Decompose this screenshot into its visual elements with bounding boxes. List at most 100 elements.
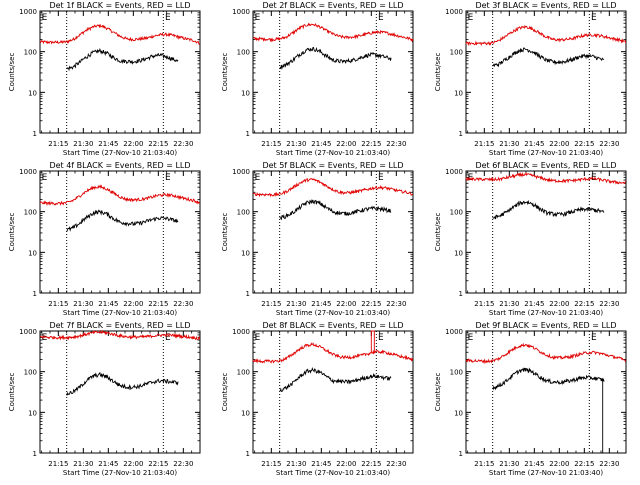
y-tick-label: 10 <box>28 409 37 417</box>
x-axis-label: Start Time (27-Nov-10 21:03:40) <box>276 309 390 317</box>
y-tick-label: 100 <box>237 49 250 57</box>
x-tick-label: 22:30 <box>173 460 193 468</box>
x-tick-label: 22:00 <box>549 300 569 308</box>
y-axis-label: Counts/sec <box>221 213 229 252</box>
x-tick-label: 21:45 <box>98 460 118 468</box>
x-tick-label: 22:00 <box>336 460 356 468</box>
x-tick-label: 21:15 <box>261 140 281 148</box>
x-tick-label: 21:15 <box>48 300 68 308</box>
x-tick-label: 22:15 <box>361 460 381 468</box>
y-axis-label: Counts/sec <box>221 373 229 412</box>
time-marker-label: E <box>378 173 384 183</box>
detector-panel-7: Det 7f BLACK = Events, RED = LLD 1 10 100 10… <box>8 321 201 477</box>
x-axis-label: Start Time (27-Nov-10 21:03:40) <box>63 309 177 317</box>
x-tick-label: 22:30 <box>599 460 619 468</box>
time-marker-label: E <box>255 173 261 183</box>
y-tick-label: 10 <box>28 89 37 97</box>
x-tick-label: 21:15 <box>261 300 281 308</box>
time-marker-label: E <box>42 173 48 183</box>
time-marker-label: E <box>468 333 474 343</box>
y-axis-label: Counts/sec <box>8 373 16 412</box>
time-marker-label: E <box>42 13 48 23</box>
panel-title: Det 6f BLACK = Events, RED = LLD <box>475 161 616 170</box>
x-tick-label: 22:00 <box>549 460 569 468</box>
x-tick-label: 21:30 <box>499 140 519 148</box>
events-rate-line <box>279 366 392 392</box>
x-tick-label: 21:15 <box>474 140 494 148</box>
y-axis-label: Counts/sec <box>434 53 442 92</box>
x-tick-label: 22:00 <box>336 140 356 148</box>
x-axis-label: Start Time (27-Nov-10 21:03:40) <box>489 309 603 317</box>
x-tick-label: 22:30 <box>599 140 619 148</box>
detector-panel-1: Det 1f BLACK = Events, RED = LLD 1 10 100 10… <box>8 1 201 157</box>
time-marker-label: E <box>165 13 171 23</box>
lld-rate-line <box>465 342 627 365</box>
x-tick-label: 21:45 <box>311 140 331 148</box>
y-tick-label: 100 <box>24 369 37 377</box>
x-tick-label: 21:30 <box>73 300 93 308</box>
x-tick-label: 22:00 <box>336 300 356 308</box>
y-tick-label: 1000 <box>445 328 463 336</box>
plot-frame <box>465 10 627 134</box>
events-rate-line <box>66 209 179 232</box>
events-rate-line <box>279 198 392 221</box>
y-axis-label: Counts/sec <box>434 213 442 252</box>
y-tick-label: 1 <box>33 450 37 458</box>
y-tick-label: 1000 <box>19 328 37 336</box>
x-tick-label: 21:30 <box>286 460 306 468</box>
events-rate-line <box>492 47 605 68</box>
lld-rate-line <box>465 24 627 47</box>
y-tick-label: 10 <box>454 89 463 97</box>
plot-frame <box>39 10 201 134</box>
lld-rate-line <box>39 184 201 207</box>
x-tick-label: 21:45 <box>524 460 544 468</box>
plot-frame <box>252 10 414 134</box>
x-tick-label: 22:15 <box>148 300 168 308</box>
y-tick-label: 1000 <box>19 8 37 16</box>
y-tick-label: 10 <box>241 409 250 417</box>
x-tick-label: 22:15 <box>148 460 168 468</box>
x-tick-label: 22:15 <box>361 300 381 308</box>
x-tick-label: 22:30 <box>173 300 193 308</box>
y-tick-label: 1 <box>246 450 250 458</box>
x-tick-label: 21:45 <box>98 300 118 308</box>
x-tick-label: 21:30 <box>73 140 93 148</box>
x-tick-label: 21:45 <box>524 140 544 148</box>
time-marker-label: E <box>591 173 597 183</box>
x-axis-label: Start Time (27-Nov-10 21:03:40) <box>276 469 390 477</box>
y-tick-label: 1 <box>459 450 463 458</box>
y-tick-label: 100 <box>24 209 37 217</box>
detector-panel-5: Det 5f BLACK = Events, RED = LLD 1 10 100 10… <box>221 161 414 317</box>
y-tick-label: 10 <box>28 249 37 257</box>
detector-panel-4: Det 4f BLACK = Events, RED = LLD 1 10 100 10… <box>8 161 201 317</box>
x-tick-label: 21:30 <box>286 300 306 308</box>
lld-rate-line <box>252 177 413 198</box>
y-tick-label: 1000 <box>19 168 37 176</box>
x-tick-label: 21:45 <box>311 460 331 468</box>
panel-title: Det 5f BLACK = Events, RED = LLD <box>262 161 403 170</box>
x-tick-label: 21:45 <box>311 300 331 308</box>
x-tick-label: 21:15 <box>48 460 68 468</box>
detector-panel-9: Det 9f BLACK = Events, RED = LLD 1 10 100 10… <box>434 321 627 477</box>
time-marker-label: E <box>255 13 261 23</box>
x-tick-label: 21:45 <box>524 300 544 308</box>
x-tick-label: 21:30 <box>73 460 93 468</box>
x-tick-label: 22:00 <box>123 300 143 308</box>
y-tick-label: 10 <box>454 409 463 417</box>
x-tick-label: 22:15 <box>574 300 594 308</box>
plot-frame <box>39 330 201 454</box>
x-tick-label: 21:15 <box>474 300 494 308</box>
time-marker-label: E <box>165 173 171 183</box>
y-tick-label: 1000 <box>445 168 463 176</box>
x-tick-label: 21:15 <box>48 140 68 148</box>
time-marker-label: E <box>378 333 384 343</box>
x-tick-label: 22:00 <box>549 140 569 148</box>
y-axis-label: Counts/sec <box>434 373 442 412</box>
y-tick-label: 100 <box>237 369 250 377</box>
y-tick-label: 10 <box>241 89 250 97</box>
y-axis-label: Counts/sec <box>8 213 16 252</box>
x-axis-label: Start Time (27-Nov-10 21:03:40) <box>63 149 177 157</box>
x-axis-label: Start Time (27-Nov-10 21:03:40) <box>276 149 390 157</box>
x-tick-label: 21:30 <box>286 140 306 148</box>
